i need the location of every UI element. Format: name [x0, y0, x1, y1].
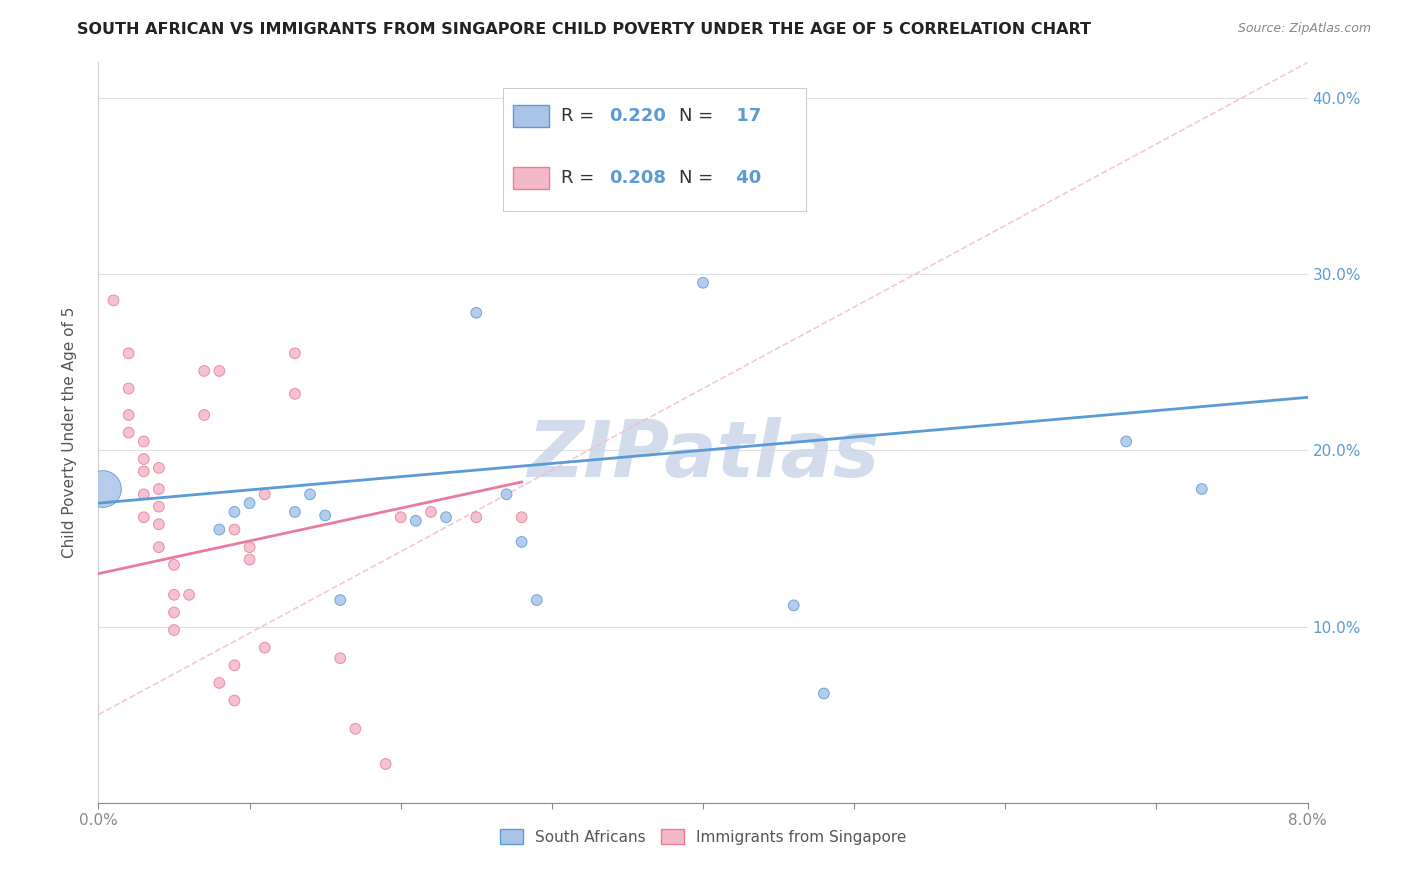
Point	[163, 588, 186, 602]
Point	[253, 487, 276, 501]
Point	[208, 523, 231, 537]
Point	[692, 276, 714, 290]
Point	[163, 558, 186, 572]
Point	[118, 408, 141, 422]
Point	[526, 593, 548, 607]
Point	[148, 517, 170, 532]
Point	[148, 540, 170, 554]
Point	[495, 487, 517, 501]
Point	[193, 364, 215, 378]
Point	[661, 165, 683, 179]
Point	[193, 408, 215, 422]
Point	[420, 505, 443, 519]
Text: Source: ZipAtlas.com: Source: ZipAtlas.com	[1237, 22, 1371, 36]
Point	[465, 510, 488, 524]
Point	[118, 382, 141, 396]
Point	[510, 535, 533, 549]
Point	[239, 540, 262, 554]
Point	[132, 510, 155, 524]
Point	[344, 722, 367, 736]
Point	[405, 514, 427, 528]
Point	[465, 306, 488, 320]
Point	[224, 658, 246, 673]
Point	[148, 482, 170, 496]
Point	[329, 593, 352, 607]
Point	[148, 500, 170, 514]
Point	[510, 510, 533, 524]
Point	[434, 510, 457, 524]
Point	[148, 461, 170, 475]
Point	[224, 523, 246, 537]
Point	[284, 505, 307, 519]
Point	[132, 452, 155, 467]
Text: SOUTH AFRICAN VS IMMIGRANTS FROM SINGAPORE CHILD POVERTY UNDER THE AGE OF 5 CORR: SOUTH AFRICAN VS IMMIGRANTS FROM SINGAPO…	[77, 22, 1091, 37]
Point	[91, 482, 114, 496]
Point	[1115, 434, 1137, 449]
Y-axis label: Child Poverty Under the Age of 5: Child Poverty Under the Age of 5	[62, 307, 77, 558]
Point	[118, 425, 141, 440]
Point	[813, 686, 835, 700]
Point	[329, 651, 352, 665]
Point	[239, 496, 262, 510]
Point	[1191, 482, 1213, 496]
Legend: South Africans, Immigrants from Singapore: South Africans, Immigrants from Singapor…	[494, 822, 912, 851]
Point	[103, 293, 125, 308]
Point	[314, 508, 336, 523]
Point	[132, 487, 155, 501]
Point	[783, 599, 806, 613]
Point	[163, 606, 186, 620]
Point	[284, 387, 307, 401]
Point	[132, 464, 155, 478]
Point	[224, 693, 246, 707]
Point	[299, 487, 322, 501]
Point	[163, 623, 186, 637]
Text: ZIPatlas: ZIPatlas	[527, 417, 879, 493]
Point	[118, 346, 141, 360]
Point	[208, 676, 231, 690]
Point	[374, 757, 396, 772]
Point	[253, 640, 276, 655]
Point	[284, 346, 307, 360]
Point	[132, 434, 155, 449]
Point	[224, 505, 246, 519]
Point	[179, 588, 201, 602]
Point	[208, 364, 231, 378]
Point	[239, 552, 262, 566]
Point	[389, 510, 412, 524]
